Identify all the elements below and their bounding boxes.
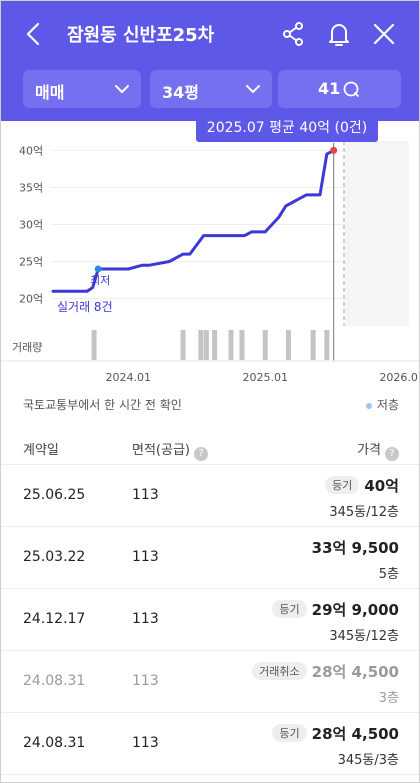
row-date: 24.08.31 xyxy=(23,673,86,689)
table-row[interactable]: 25.06.25 113 등기 40억 345동/12층 xyxy=(1,465,419,527)
row-price-value: 29억 9,000 xyxy=(311,601,399,619)
chevron-down-icon xyxy=(246,85,260,93)
deal-status-badge: 등기 xyxy=(325,476,360,494)
min-point xyxy=(94,265,102,273)
row-date: 24.12.17 xyxy=(23,611,86,627)
y-tick-label: 30억 xyxy=(19,219,43,232)
chevron-down-icon xyxy=(115,85,129,93)
row-area: 113 xyxy=(132,735,159,751)
row-floor: 345동/12층 xyxy=(329,629,399,644)
header: 잠원동 신반포25차 xyxy=(1,1,419,121)
volume-bar xyxy=(310,330,316,360)
area-dropdown[interactable]: 34평 xyxy=(150,70,272,108)
row-price: 거래취소 28억 4,500 xyxy=(252,661,399,682)
table-row[interactable]: 24.08.31 113 거래취소 28억 4,500 3층 xyxy=(1,651,419,713)
volume-bar xyxy=(212,330,218,360)
cursor-point xyxy=(330,146,338,154)
help-icon[interactable]: ? xyxy=(193,447,208,461)
area-label: 34평 xyxy=(162,83,199,102)
row-price-value: 40억 xyxy=(364,477,399,495)
floor-legend: 저층 xyxy=(365,396,399,413)
header-date: 계약일 xyxy=(23,443,59,458)
bell-icon[interactable] xyxy=(324,19,354,49)
share-icon[interactable] xyxy=(278,19,308,49)
row-floor: 5층 xyxy=(378,567,399,582)
deal-list: 25.06.25 113 등기 40억 345동/12층 25.03.22 113 33억 9… xyxy=(1,465,419,775)
volume-bar xyxy=(180,330,186,360)
volume-bar xyxy=(286,330,292,360)
volume-bar xyxy=(324,330,330,360)
y-tick-label: 40억 xyxy=(19,144,43,157)
row-date: 24.08.31 xyxy=(23,735,86,751)
row-floor: 345동/12층 xyxy=(329,505,399,520)
row-price-value: 28억 4,500 xyxy=(311,663,399,681)
deal-status-badge: 거래취소 xyxy=(252,662,307,680)
help-icon[interactable]: ? xyxy=(385,447,399,461)
top-bar: 잠원동 신반포25차 xyxy=(1,1,419,67)
volume-bar xyxy=(239,330,245,360)
row-price: 등기 29억 9,000 xyxy=(272,599,399,620)
y-tick-label: 35억 xyxy=(19,181,43,194)
row-area: 113 xyxy=(132,549,159,565)
source-row: 국토교통부에서 한 시간 전 확인 저층 xyxy=(1,394,419,414)
comments-button[interactable]: 41 xyxy=(278,70,401,108)
volume-bar xyxy=(228,330,234,360)
y-tick-label: 20억 xyxy=(19,293,43,306)
source-text: 국토교통부에서 한 시간 전 확인 xyxy=(23,398,182,412)
legend-label: 저층 xyxy=(376,398,399,412)
deal-type-dropdown[interactable]: 매매 xyxy=(23,70,141,108)
row-price-value: 28억 4,500 xyxy=(311,725,399,743)
filter-bar: 매매 34평 41 xyxy=(23,70,401,108)
row-floor: 3층 xyxy=(378,691,399,706)
volume-bar xyxy=(91,330,97,360)
comment-bubble-icon xyxy=(343,81,359,97)
row-price: 등기 40억 xyxy=(325,475,399,496)
row-date: 25.06.25 xyxy=(23,487,86,503)
header-area: 면적(공급)? xyxy=(132,439,208,461)
deal-status-badge: 등기 xyxy=(272,724,307,742)
table-header: 계약일 면적(공급)? 가격? xyxy=(1,433,419,465)
row-area: 113 xyxy=(132,487,159,503)
x-tick-label: 2024.01 xyxy=(106,371,152,384)
deal-count-label: 실거래 8건 xyxy=(57,300,113,314)
row-floor: 345동/3층 xyxy=(337,753,399,768)
header-price: 가격? xyxy=(357,439,399,461)
comment-count: 41 xyxy=(318,79,341,98)
volume-label: 거래량 xyxy=(12,341,42,354)
legend-dot xyxy=(365,402,372,409)
header-area-label: 면적(공급) xyxy=(132,443,190,458)
header-price-label: 가격 xyxy=(357,443,381,458)
volume-bar xyxy=(198,330,204,360)
row-price: 등기 28억 4,500 xyxy=(272,723,399,744)
back-icon[interactable] xyxy=(19,19,49,49)
deal-type-label: 매매 xyxy=(35,83,65,102)
x-tick-label: 2026.01 xyxy=(379,371,420,384)
volume-bar xyxy=(203,330,209,360)
deal-status-badge: 등기 xyxy=(272,600,307,618)
close-icon[interactable] xyxy=(369,19,399,49)
min-label: 최저 xyxy=(90,274,110,287)
y-tick-label: 25억 xyxy=(19,256,43,269)
row-date: 25.03.22 xyxy=(23,549,86,565)
row-price-value: 33억 9,500 xyxy=(311,539,399,557)
table-row[interactable]: 24.12.17 113 등기 29억 9,000 345동/12층 xyxy=(1,589,419,651)
chart-tooltip: 2025.07 평균 40억 (0건) xyxy=(196,114,378,142)
table-row[interactable]: 24.08.31 113 등기 28억 4,500 345동/3층 xyxy=(1,713,419,775)
future-region xyxy=(345,141,409,326)
page-title: 잠원동 신반포25차 xyxy=(67,25,215,46)
x-tick-label: 2025.01 xyxy=(242,371,288,384)
row-area: 113 xyxy=(132,673,159,689)
volume-bar xyxy=(262,330,268,360)
row-area: 113 xyxy=(132,611,159,627)
row-price: 33억 9,500 xyxy=(312,537,399,558)
price-series-line xyxy=(51,148,336,293)
table-row[interactable]: 25.03.22 113 33억 9,500 5층 xyxy=(1,527,419,589)
